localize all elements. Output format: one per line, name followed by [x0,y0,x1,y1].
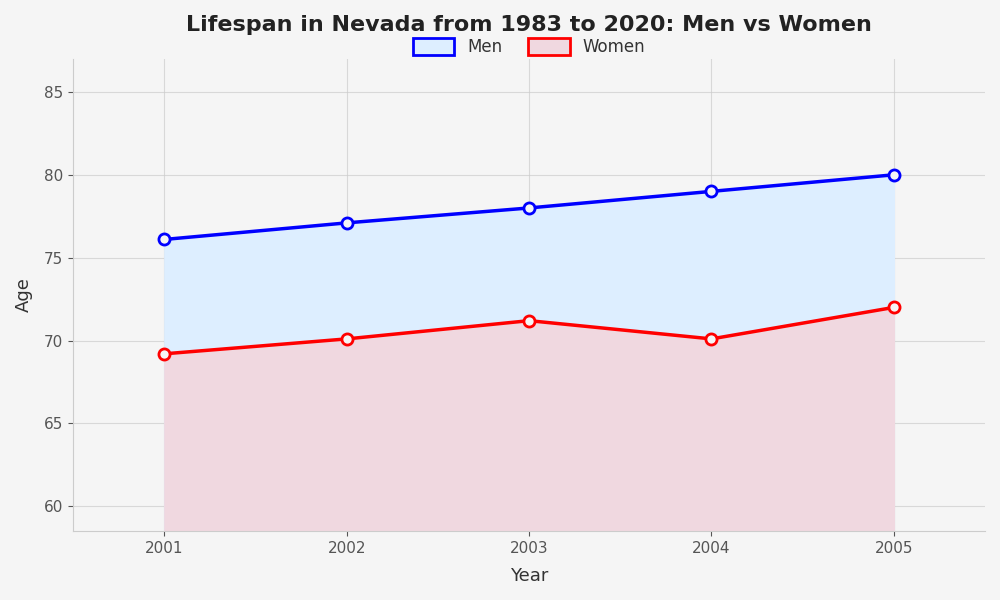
Title: Lifespan in Nevada from 1983 to 2020: Men vs Women: Lifespan in Nevada from 1983 to 2020: Me… [186,15,872,35]
X-axis label: Year: Year [510,567,548,585]
Legend: Men, Women: Men, Women [404,29,654,64]
Y-axis label: Age: Age [15,278,33,313]
